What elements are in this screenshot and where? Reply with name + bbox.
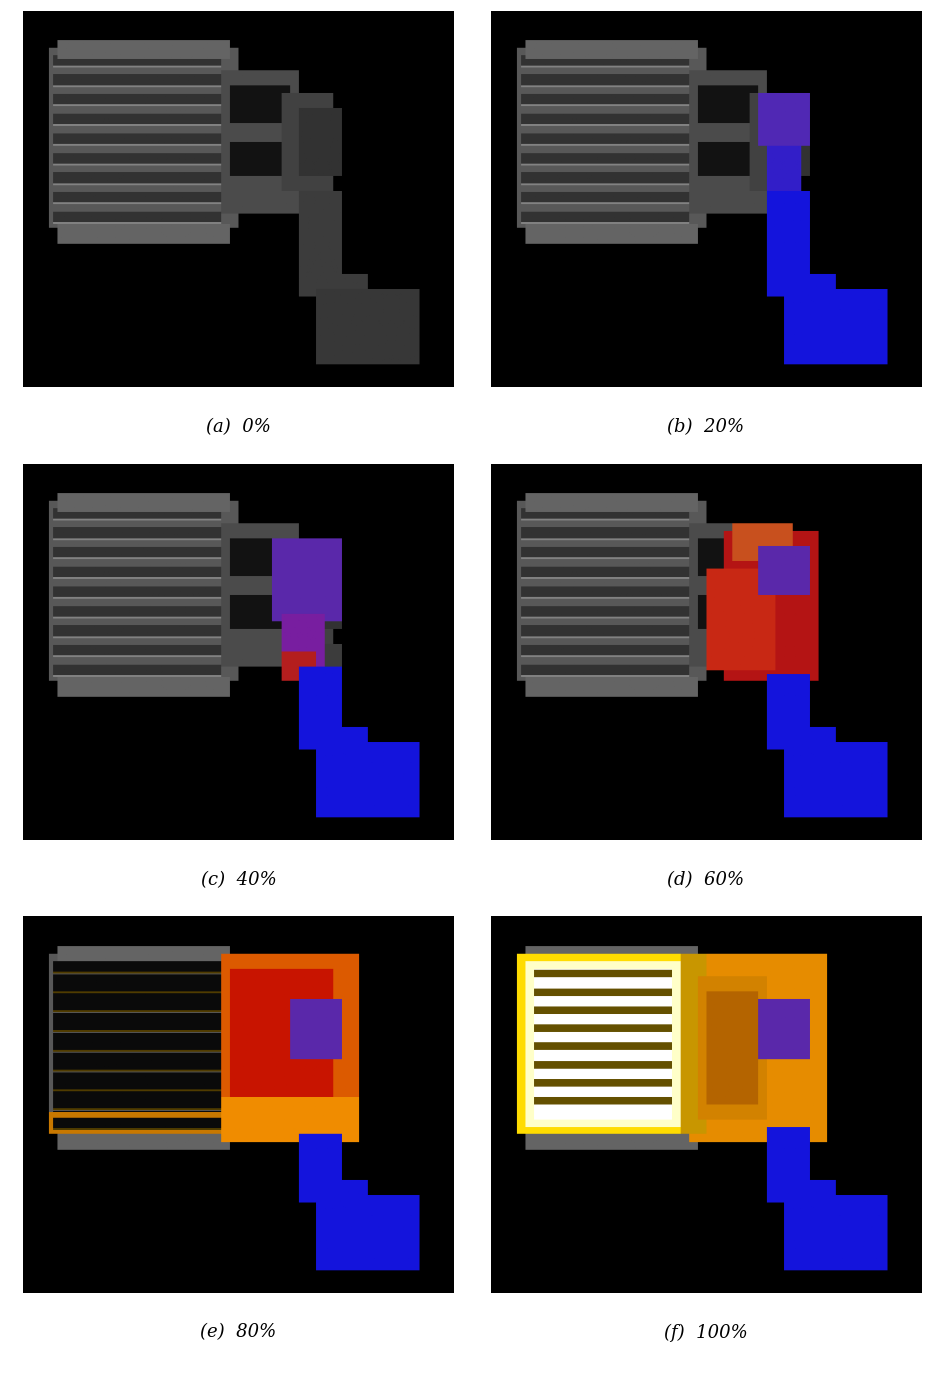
Text: (a)  0%: (a) 0% xyxy=(206,418,271,436)
Text: (c)  40%: (c) 40% xyxy=(200,870,277,888)
Text: (f)  100%: (f) 100% xyxy=(664,1323,748,1341)
Text: (d)  60%: (d) 60% xyxy=(668,870,744,888)
Text: (b)  20%: (b) 20% xyxy=(668,418,744,436)
Text: (e)  80%: (e) 80% xyxy=(200,1323,277,1341)
